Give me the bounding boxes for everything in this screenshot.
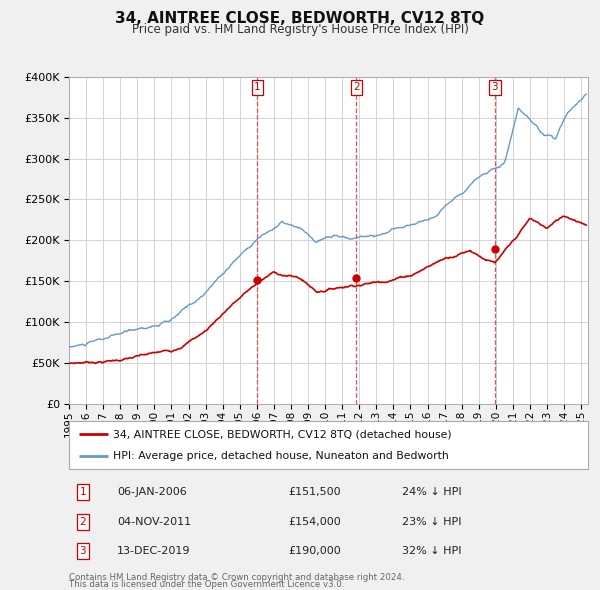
- Text: 32% ↓ HPI: 32% ↓ HPI: [402, 546, 461, 556]
- Text: 24% ↓ HPI: 24% ↓ HPI: [402, 487, 461, 497]
- Text: 2: 2: [353, 83, 360, 93]
- Text: 1: 1: [79, 487, 86, 497]
- Text: HPI: Average price, detached house, Nuneaton and Bedworth: HPI: Average price, detached house, Nune…: [113, 451, 449, 461]
- Text: This data is licensed under the Open Government Licence v3.0.: This data is licensed under the Open Gov…: [69, 580, 344, 589]
- Text: 1: 1: [254, 83, 260, 93]
- Text: Contains HM Land Registry data © Crown copyright and database right 2024.: Contains HM Land Registry data © Crown c…: [69, 573, 404, 582]
- Text: 3: 3: [491, 83, 498, 93]
- Text: 06-JAN-2006: 06-JAN-2006: [117, 487, 187, 497]
- Text: 3: 3: [79, 546, 86, 556]
- Text: £151,500: £151,500: [288, 487, 341, 497]
- Text: 2: 2: [79, 517, 86, 527]
- Text: Price paid vs. HM Land Registry's House Price Index (HPI): Price paid vs. HM Land Registry's House …: [131, 23, 469, 36]
- Text: 23% ↓ HPI: 23% ↓ HPI: [402, 517, 461, 527]
- Text: 34, AINTREE CLOSE, BEDWORTH, CV12 8TQ: 34, AINTREE CLOSE, BEDWORTH, CV12 8TQ: [115, 11, 485, 25]
- Text: £190,000: £190,000: [288, 546, 341, 556]
- Text: 34, AINTREE CLOSE, BEDWORTH, CV12 8TQ (detached house): 34, AINTREE CLOSE, BEDWORTH, CV12 8TQ (d…: [113, 429, 452, 439]
- Text: 04-NOV-2011: 04-NOV-2011: [117, 517, 191, 527]
- Text: £154,000: £154,000: [288, 517, 341, 527]
- Text: 13-DEC-2019: 13-DEC-2019: [117, 546, 191, 556]
